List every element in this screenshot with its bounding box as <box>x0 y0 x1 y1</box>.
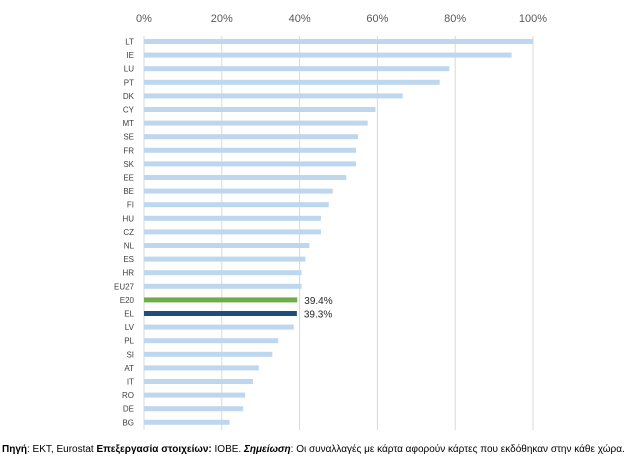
x-tick-label: 80% <box>444 13 466 25</box>
bar-el <box>144 311 297 316</box>
bar-sk <box>144 161 357 167</box>
bar-de <box>144 406 244 412</box>
category-label: DK <box>123 92 135 101</box>
category-label: E20 <box>120 296 135 305</box>
bar-lv <box>144 324 294 330</box>
bar-fi <box>144 202 329 208</box>
x-tick-label: 0% <box>136 13 152 25</box>
bar-bg <box>144 419 230 425</box>
source-text: : ΕΚΤ, Eurostat <box>27 444 97 455</box>
bar-ee <box>144 175 347 180</box>
processing-text: ΙΟΒΕ. <box>211 444 244 455</box>
category-label: EL <box>124 310 134 319</box>
category-label: LT <box>125 38 134 47</box>
bar-lu <box>144 66 450 72</box>
bar-pl <box>144 338 279 344</box>
data-labels: 39.4% 39.3% <box>304 296 333 321</box>
category-label: FI <box>127 201 134 210</box>
category-label: SI <box>126 350 134 359</box>
x-axis-tick-labels: 0% 20% 40% 60% 80% 100% <box>136 13 547 25</box>
source-label: Πηγή <box>2 444 27 455</box>
x-tick-label: 60% <box>366 13 388 25</box>
category-label: PL <box>124 337 134 346</box>
data-label-e20: 39.4% <box>304 296 332 307</box>
bar-eu27 <box>144 283 302 289</box>
category-label: EE <box>123 174 134 183</box>
bar-pt <box>144 79 440 85</box>
bars <box>144 39 533 425</box>
category-label: MT <box>122 119 134 128</box>
bar-lt <box>144 39 533 44</box>
category-label: IE <box>126 51 134 60</box>
category-label: PT <box>124 78 134 87</box>
x-tick-label: 20% <box>211 13 233 25</box>
category-label: LV <box>125 323 135 332</box>
bar-dk <box>144 93 403 99</box>
category-label: FR <box>123 146 134 155</box>
bar-cy <box>144 107 376 112</box>
category-label: ES <box>123 255 134 264</box>
note-text: : Οι συναλλαγές με κάρτα αφορούν κάρτες … <box>290 444 625 455</box>
bar-hr <box>144 270 302 276</box>
bar-se <box>144 134 358 140</box>
bar-e20 <box>144 297 298 303</box>
category-label: IT <box>127 378 134 387</box>
bar-es <box>144 256 306 262</box>
category-label: HR <box>122 269 134 278</box>
category-label: EU27 <box>114 282 135 291</box>
bar-it <box>144 379 253 384</box>
category-label: BG <box>122 418 134 427</box>
bar-mt <box>144 120 368 126</box>
data-label-el: 39.3% <box>304 310 332 321</box>
category-label: SK <box>123 160 134 169</box>
category-label: AT <box>124 364 134 373</box>
source-footnote: Πηγή: ΕΚΤ, Eurostat Επεξεργασία στοιχείω… <box>2 443 638 457</box>
bar-chart: 0% 20% 40% 60% 80% 100% LT IE LU PT DK CY MT SE FR SK E… <box>114 13 547 430</box>
note-label: Σημείωση <box>243 444 291 455</box>
category-label: DE <box>123 405 134 414</box>
category-label: CY <box>123 106 135 115</box>
category-label: SE <box>123 133 134 142</box>
bar-fr <box>144 147 357 153</box>
category-label: BE <box>123 187 134 196</box>
category-label: LU <box>124 65 134 74</box>
category-label: HU <box>122 214 134 223</box>
bar-be <box>144 188 333 194</box>
category-label: CZ <box>123 228 134 237</box>
bar-at <box>144 365 259 371</box>
bar-nl <box>144 243 310 248</box>
bar-ie <box>144 52 512 58</box>
x-tick-label: 100% <box>519 13 547 25</box>
bar-hu <box>144 215 321 221</box>
bar-ro <box>144 392 246 398</box>
category-labels: LT IE LU PT DK CY MT SE FR SK EE BE FI HU CZ NL ES HR EU27… <box>114 38 135 428</box>
processing-label: Επεξεργασία στοιχείων: <box>96 444 212 455</box>
bar-si <box>144 351 273 357</box>
x-tick-label: 40% <box>289 13 311 25</box>
bar-cz <box>144 229 321 235</box>
category-label: NL <box>124 242 135 251</box>
category-label: RO <box>122 391 134 400</box>
